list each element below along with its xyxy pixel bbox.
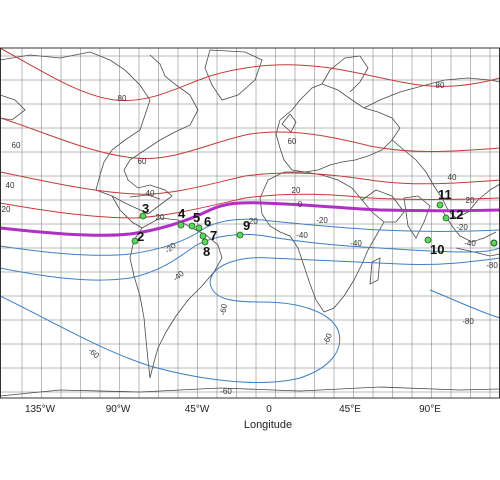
station-label-5: 5: [193, 210, 200, 225]
contour-label-20-mid: 20: [156, 213, 165, 222]
station-label-9: 9: [243, 218, 250, 233]
contour-label-minus40-c: -40: [350, 239, 362, 248]
contour-label-minus20-b: -20: [246, 217, 258, 226]
contour-label-minus20-d: -20: [456, 223, 468, 232]
coast-africa: [259, 171, 385, 313]
contour-label-minus60-d: -60: [321, 332, 334, 346]
coast-india: [403, 195, 431, 239]
contour-label-minus40-b: -40: [296, 231, 308, 240]
contour-label-40-west: 40: [6, 181, 15, 190]
contour-label-20-west: 20: [2, 205, 11, 214]
contour-label-40-east: 40: [448, 173, 457, 182]
graticule-grid: [0, 48, 500, 398]
lon-tick-45w: 45°W: [185, 404, 210, 415]
contour-label-60-east: 60: [288, 137, 297, 146]
coast-greenland: [204, 49, 263, 101]
coast-alaska-west: [0, 94, 26, 121]
contour-40-north: [0, 171, 500, 195]
lon-tick-90e: 90°E: [419, 404, 441, 415]
station-marker-8: [201, 238, 209, 246]
contour-label-minus40-d: -40: [464, 239, 476, 248]
coast-europe: [275, 83, 401, 173]
station-label-12: 12: [449, 207, 463, 222]
contour-label-zero: 0: [298, 200, 303, 209]
station-label-3: 3: [142, 201, 149, 216]
station-label-11: 11: [438, 187, 452, 202]
station-label-2: 2: [137, 229, 144, 244]
coast-indonesia: [455, 247, 500, 257]
contour-label-60-mid: 60: [138, 157, 147, 166]
contour-label-minus80-a: -80: [462, 317, 474, 326]
coast-south-america: [129, 217, 223, 379]
station-marker-11: [436, 201, 444, 209]
station-marker-5: [188, 222, 196, 230]
contour-80-north: [0, 48, 500, 102]
station-label-4: 4: [178, 206, 186, 221]
x-axis-label: Longitude: [244, 419, 292, 431]
contour-label-40-mid: 40: [146, 189, 155, 198]
contour-label-minus60-b: -60: [218, 303, 229, 316]
station-marker-edge: [490, 239, 498, 247]
contour-label-minus40-a: -40: [171, 269, 186, 284]
contour-label-20-east: 20: [466, 196, 475, 205]
station-label-8: 8: [203, 244, 210, 259]
coast-cuba: [129, 194, 161, 200]
lon-tick-90w: 90°W: [106, 404, 131, 415]
coast-arabia: [361, 189, 405, 223]
station-marker-4: [177, 221, 185, 229]
contour-label-minus80-b: -80: [486, 261, 498, 270]
coast-antarctica: [0, 386, 500, 397]
contour-label-80-west: 80: [118, 94, 127, 103]
station-marker-10: [424, 236, 432, 244]
station-marker-6: [195, 224, 203, 232]
contour-20-north: [0, 193, 500, 219]
contour-minus40: [0, 233, 500, 281]
coast-southeast-asia: [441, 209, 497, 243]
station-marker-2: [131, 237, 139, 245]
contour-label-minus60-c: -60: [220, 387, 232, 396]
contour-minus20: [0, 218, 500, 256]
contour-zero-line: [0, 201, 500, 237]
contour-label-80-east: 80: [436, 81, 445, 90]
coast-madagascar: [369, 257, 381, 285]
contour-label-minus20-c: -20: [316, 216, 328, 225]
coast-scandinavia: [321, 55, 369, 93]
station-label-6: 6: [204, 214, 211, 229]
contour-label-minus60-a: -60: [86, 346, 101, 361]
station-marker-3: [139, 212, 147, 220]
lon-tick-45e: 45°E: [339, 404, 361, 415]
contour-label-60-west: 60: [12, 141, 21, 150]
coastlines: [0, 49, 500, 397]
lon-tick-135w: 135°W: [25, 404, 56, 415]
station-marker-12: [442, 214, 450, 222]
coast-uk: [281, 113, 297, 133]
station-label-7: 7: [210, 228, 217, 243]
contour-minus80: [429, 289, 500, 319]
coast-north-america: [0, 51, 199, 215]
contour-label-20-africa: 20: [292, 186, 301, 195]
station-marker-9: [236, 231, 244, 239]
contour-minus60: [0, 257, 500, 383]
lon-tick-0: 0: [266, 404, 272, 415]
coast-central-america: [111, 195, 143, 229]
station-marker-7: [199, 232, 207, 240]
station-label-10: 10: [430, 242, 444, 257]
contour-60-north: [0, 117, 500, 160]
